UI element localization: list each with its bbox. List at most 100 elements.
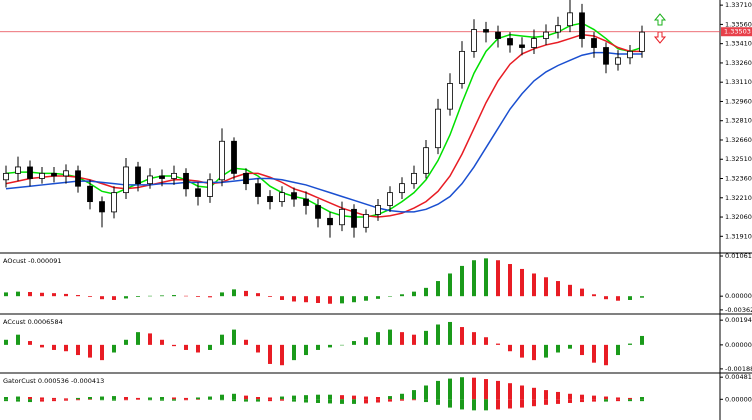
- gator-bar: [208, 399, 212, 400]
- gator-bar: [136, 399, 140, 400]
- histogram-bar: [640, 335, 644, 345]
- histogram-bar: [532, 344, 536, 361]
- histogram-bar: [208, 344, 212, 350]
- y-tick-label: 1.31910: [725, 232, 752, 240]
- histogram-bar: [280, 344, 284, 366]
- histogram-bar: [520, 268, 524, 297]
- gator-bar: [436, 380, 440, 400]
- gator-bar: [448, 378, 452, 400]
- gator-bar: [292, 395, 296, 400]
- histogram-bar: [160, 295, 164, 297]
- gator-bar: [328, 394, 332, 400]
- gator-bar: [76, 397, 80, 400]
- histogram-bar: [124, 339, 128, 345]
- histogram-bar: [112, 344, 116, 353]
- gator-bar: [628, 397, 632, 400]
- histogram-bar: [136, 296, 140, 297]
- candle-body: [219, 140, 225, 181]
- gator-bar: [364, 396, 368, 400]
- candle-body: [567, 12, 573, 27]
- gator-bar: [424, 399, 428, 403]
- histogram-bar: [472, 332, 476, 345]
- histogram-bar: [196, 296, 200, 297]
- histogram-bar: [256, 293, 260, 297]
- candle-body: [147, 175, 153, 185]
- gator-bar: [472, 377, 476, 400]
- histogram-bar: [568, 284, 572, 297]
- gator-bar: [16, 396, 20, 400]
- histogram-bar: [628, 343, 632, 345]
- gator-bar: [496, 380, 500, 400]
- gator-bar: [544, 399, 548, 405]
- gator-bar: [292, 399, 296, 402]
- histogram-bar: [592, 344, 596, 363]
- gator-bar: [100, 399, 104, 401]
- gator-bar: [196, 399, 200, 400]
- gator-bar: [496, 399, 500, 410]
- y-tick-label: 1.32210: [725, 194, 752, 202]
- moving-average-line: [5, 33, 642, 218]
- gator-bar: [364, 399, 368, 404]
- candle-body: [519, 44, 525, 48]
- histogram-bar: [76, 295, 80, 297]
- gator-bar: [520, 385, 524, 400]
- histogram-bar: [484, 337, 488, 345]
- histogram-bar: [76, 344, 80, 356]
- gator-bar: [112, 399, 116, 401]
- histogram-bar: [4, 292, 8, 297]
- gator-bar: [532, 399, 536, 407]
- y-tick-label: -0.0018869: [725, 365, 752, 373]
- histogram-bar: [220, 292, 224, 297]
- histogram-bar: [40, 344, 44, 348]
- histogram-bar: [220, 334, 224, 345]
- histogram-bar: [244, 339, 248, 345]
- histogram-bar: [436, 324, 440, 345]
- gator-bar: [280, 399, 284, 401]
- candle-body: [291, 192, 297, 200]
- histogram-bar: [460, 327, 464, 345]
- candle-body: [603, 47, 609, 65]
- gator-bar: [304, 399, 308, 403]
- gator-bar: [4, 399, 8, 402]
- gator-bar: [472, 399, 476, 411]
- buy-signal-arrow: [653, 13, 667, 26]
- y-tick-label: 1.33260: [725, 59, 752, 67]
- panel-title: GatorCust 0.000536 -0.000413: [3, 377, 104, 385]
- gator-bar: [160, 397, 164, 400]
- gator-bar: [148, 399, 152, 401]
- gator-bar: [4, 397, 8, 400]
- histogram-bar: [352, 296, 356, 303]
- histogram-bar: [376, 332, 380, 345]
- gator-bar: [460, 377, 464, 400]
- y-tick-label: 0.000000: [725, 395, 752, 403]
- gator-bar: [136, 397, 140, 400]
- gator-bar: [592, 399, 596, 402]
- histogram-bar: [184, 344, 188, 350]
- gator-bar: [184, 399, 188, 401]
- gator-bar: [508, 399, 512, 409]
- candle-body: [195, 188, 201, 197]
- histogram-bar: [472, 260, 476, 297]
- histogram-bar: [232, 329, 236, 345]
- y-tick-label: 1.32810: [725, 117, 752, 125]
- gator-bar: [184, 397, 188, 400]
- y-tick-label: 1.33710: [725, 1, 752, 9]
- histogram-bar: [88, 296, 92, 297]
- histogram-bar: [292, 344, 296, 361]
- gator-bar: [244, 395, 248, 400]
- histogram-bar: [232, 289, 236, 297]
- histogram-bar: [544, 277, 548, 297]
- histogram-bar: [640, 296, 644, 298]
- candle-body: [471, 29, 477, 52]
- histogram-bar: [184, 295, 188, 297]
- gator-bar: [640, 399, 644, 402]
- histogram-bar: [28, 341, 32, 345]
- gator-bar: [148, 397, 152, 400]
- gator-bar: [340, 395, 344, 400]
- gator-bar: [376, 399, 380, 403]
- gator-bar: [592, 395, 596, 400]
- y-tick-label: 0.0000000: [725, 341, 752, 349]
- candle-body: [123, 166, 129, 194]
- gator-bar: [244, 399, 248, 402]
